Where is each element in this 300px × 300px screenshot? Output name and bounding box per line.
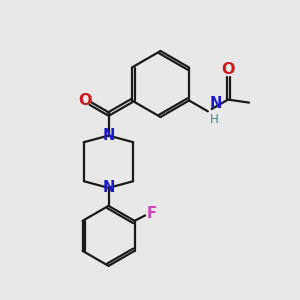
Text: N: N	[102, 180, 115, 195]
Text: N: N	[209, 96, 222, 111]
Text: O: O	[221, 62, 235, 77]
Text: F: F	[147, 206, 157, 220]
Text: O: O	[78, 93, 92, 108]
Text: H: H	[210, 113, 219, 126]
Text: N: N	[102, 128, 115, 143]
